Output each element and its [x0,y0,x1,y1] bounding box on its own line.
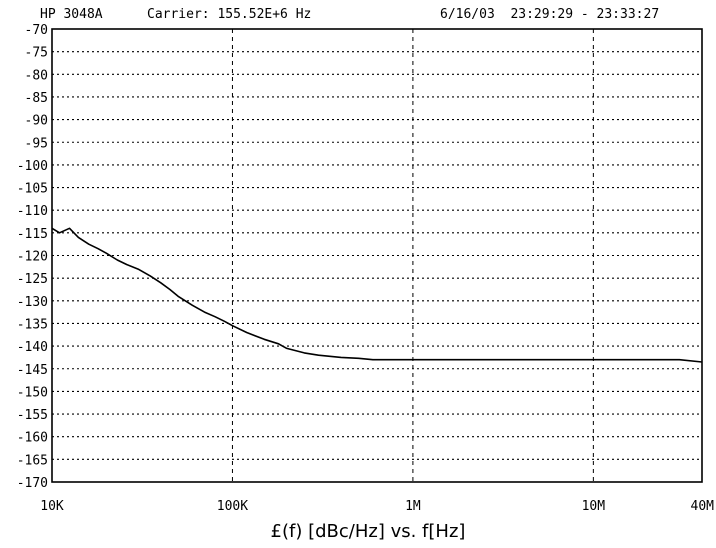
y-tick-label: -95 [25,136,48,151]
y-tick-label: -145 [17,363,48,378]
x-tick-label: 40M [691,499,715,514]
y-tick-label: -130 [17,295,48,310]
x-tick-label: 10K [40,499,64,514]
y-tick-label: -135 [17,317,48,332]
instrument-label: HP 3048A [40,7,103,22]
x-tick-label: 1M [405,499,421,514]
date-time-label: 6/16/03 23:29:29 - 23:33:27 [440,7,659,22]
y-tick-label: -90 [25,114,48,129]
y-axis-ticks: -70 -75 -80 -85 -90 -95 -100 -105 -110 -115 -120 -1… [17,23,48,491]
series-line [51,227,703,363]
y-tick-label: -165 [17,453,48,468]
y-tick-label: -80 [25,68,48,83]
y-tick-label: -85 [25,91,48,106]
x-axis-ticks: 10K 100K 1M 10M 40M [40,499,714,514]
y-tick-label: -70 [25,23,48,38]
y-tick-label: -155 [17,408,48,423]
y-tick-label: -100 [17,159,48,174]
y-tick-label: -140 [17,340,48,355]
x-axis-label: £(f) [dBc/Hz] vs. f[Hz] [271,521,466,542]
y-tick-label: -160 [17,431,48,446]
carrier-label: Carrier: 155.52E+6 Hz [147,7,311,22]
y-tick-label: -125 [17,272,48,287]
x-tick-label: 100K [217,499,248,514]
y-tick-label: -105 [17,182,48,197]
grid-lines [52,29,702,482]
y-tick-label: -120 [17,250,48,265]
y-tick-label: -150 [17,385,48,400]
x-tick-label: 10M [582,499,606,514]
y-tick-label: -75 [25,46,48,61]
plot-frame [51,28,703,483]
y-tick-label: -110 [17,204,48,219]
y-tick-label: -115 [17,227,48,242]
y-tick-label: -170 [17,476,48,491]
series-group [51,227,703,363]
